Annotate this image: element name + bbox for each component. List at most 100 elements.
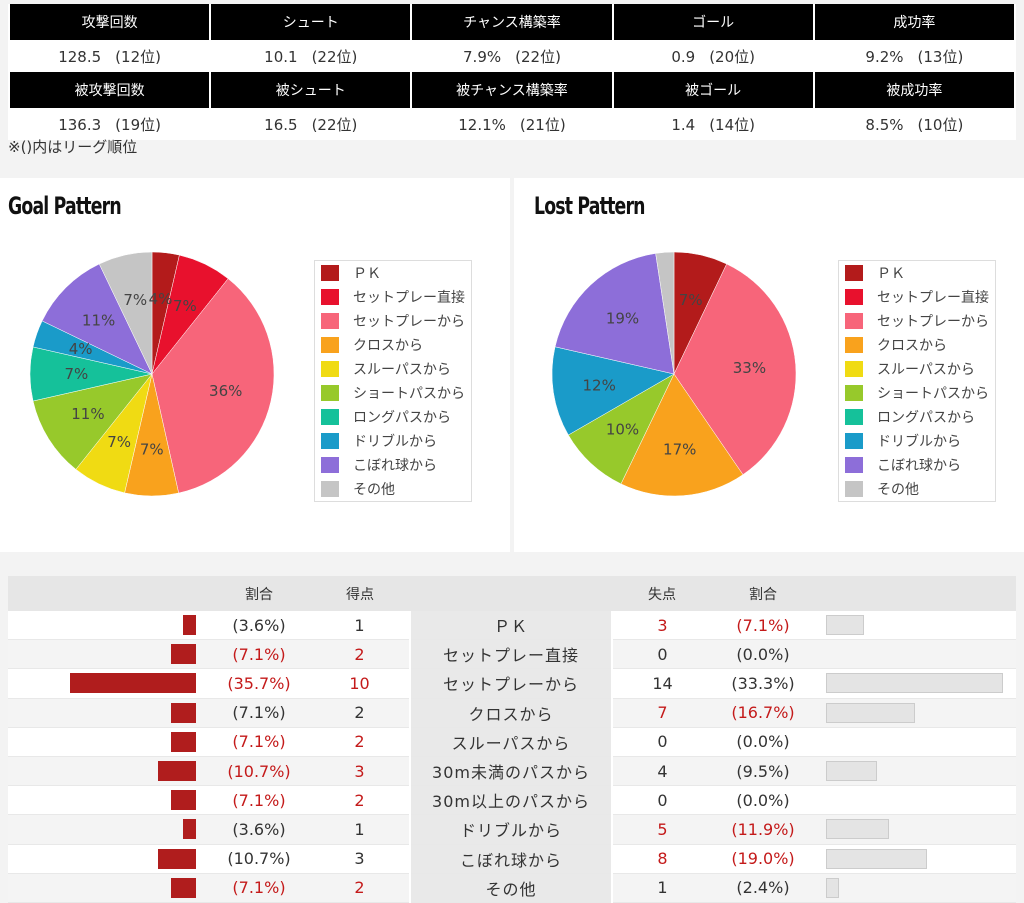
stat-number: 12.1%	[458, 115, 506, 134]
pattern-label: クロスから	[409, 698, 613, 728]
stat-rank: (22位)	[311, 115, 358, 134]
legend-swatch	[321, 337, 339, 353]
rank-note: ※()内はリーグ順位	[8, 138, 138, 156]
conceded-bar	[826, 760, 877, 781]
stats-table: 攻撃回数 シュート チャンス構築率 ゴール 成功率 128.5 (12位) 10.1 (22位…	[7, 4, 1017, 140]
conceded-pct: (11.9%)	[712, 814, 814, 845]
stat-rank: (19位)	[115, 115, 161, 134]
goals-bar-cell	[8, 785, 208, 816]
legend-label: ロングパスから	[353, 410, 451, 426]
conceded-pct: (33.3%)	[712, 668, 814, 699]
conceded-count: 3	[612, 611, 712, 641]
goals-pct: (7.1%)	[208, 698, 310, 728]
legend-item: ショートパスから	[839, 381, 995, 405]
stats-value: 16.5 (22位)	[210, 108, 412, 140]
goal-pattern-title: Goal Pattern	[8, 192, 122, 220]
goals-bar	[70, 673, 196, 694]
conceded-bar-cell	[814, 611, 1016, 641]
goals-pct: (7.1%)	[208, 785, 310, 816]
legend-swatch	[321, 361, 339, 377]
pie-label: 7%	[107, 433, 131, 451]
legend-swatch	[321, 433, 339, 449]
goals-count: 2	[310, 698, 410, 728]
stats-header: シュート	[209, 4, 413, 40]
goals-count: 2	[310, 873, 410, 903]
legend-item: クロスから	[315, 333, 471, 357]
conceded-bar-cell	[814, 844, 1016, 874]
stat-rank: (12位)	[115, 47, 161, 66]
legend-label: その他	[877, 482, 919, 498]
legend-label: ＰＫ	[353, 266, 381, 282]
stat-number: 0.9	[671, 47, 696, 66]
goals-bar	[170, 644, 196, 665]
pattern-label: 30m以上のパスから	[409, 785, 613, 816]
legend-item: ドリブルから	[315, 429, 471, 453]
conceded-count: 5	[612, 814, 712, 845]
legend-label: スルーパスから	[353, 362, 451, 378]
conceded-count: 1	[612, 873, 712, 903]
comparison-header-cell: 失点	[612, 576, 712, 611]
conceded-pct: (16.7%)	[712, 698, 814, 728]
legend-label: こぼれ球から	[877, 458, 961, 474]
pie-label: 11%	[71, 405, 104, 423]
legend-label: スルーパスから	[877, 362, 975, 378]
legend-label: セットプレー直接	[353, 290, 465, 306]
conceded-bar-cell	[814, 756, 1016, 787]
comparison-header-cell: 割合	[712, 576, 814, 611]
legend-swatch	[845, 433, 863, 449]
legend-swatch	[845, 385, 863, 401]
legend-swatch	[321, 385, 339, 401]
legend-swatch	[845, 265, 863, 281]
legend-swatch	[321, 457, 339, 473]
legend-swatch	[845, 361, 863, 377]
conceded-bar-cell	[814, 873, 1016, 903]
legend-swatch	[321, 481, 339, 497]
stats-value: 9.2% (13位)	[813, 40, 1015, 72]
legend-swatch	[321, 289, 339, 305]
conceded-pct: (0.0%)	[712, 785, 814, 816]
goals-pct: (7.1%)	[208, 873, 310, 903]
pie-label: 33%	[733, 359, 766, 377]
conceded-pct: (7.1%)	[712, 611, 814, 641]
pattern-label: ドリブルから	[409, 814, 613, 845]
conceded-count: 4	[612, 756, 712, 787]
comparison-header-cell	[814, 576, 1016, 611]
legend-item: ＰＫ	[839, 261, 995, 285]
stats-header: 被チャンス構築率	[410, 72, 614, 108]
stat-number: 10.1	[264, 47, 298, 66]
legend-label: ショートパスから	[877, 386, 989, 402]
legend-item: ロングパスから	[315, 405, 471, 429]
stats-header-row-2: 被攻撃回数 被シュート 被チャンス構築率 被ゴール 被成功率	[7, 72, 1017, 108]
comparison-header-cell	[410, 576, 612, 611]
goal-pattern-legend: ＰＫ セットプレー直接 セットプレーから クロスから スルーパスから ショートパスから ロン…	[314, 260, 472, 502]
pie-slice	[655, 251, 675, 375]
conceded-bar-cell	[814, 785, 1016, 816]
goal-pattern-pie: 4% 7%36%7%7%11%7%4%11%7%	[29, 251, 275, 497]
pie-slice	[151, 278, 275, 494]
pie-label: 7%	[173, 297, 197, 315]
comparison-row: (3.6%) 1 ＰＫ 3 (7.1%)	[8, 611, 1016, 641]
pie-label: 7%	[123, 291, 147, 309]
legend-item: セットプレー直接	[315, 285, 471, 309]
comparison-row: (10.7%) 3 こぼれ球から 8 (19.0%)	[8, 844, 1016, 874]
pie-slice	[98, 251, 153, 375]
legend-label: ショートパスから	[353, 386, 465, 402]
comparison-header-cell	[8, 576, 208, 611]
stat-number: 7.9%	[463, 47, 502, 66]
stat-rank: (10位)	[917, 115, 964, 134]
conceded-bar	[826, 615, 864, 635]
stats-header: 攻撃回数	[7, 4, 212, 40]
pie-label: 11%	[82, 311, 115, 329]
goals-count: 2	[310, 639, 410, 670]
conceded-bar	[826, 848, 928, 869]
stat-rank: (22位)	[311, 47, 358, 66]
conceded-pct: (0.0%)	[712, 727, 814, 757]
stat-number: 1.4	[671, 115, 696, 134]
pie-label: 7%	[140, 441, 164, 459]
goals-bar	[170, 790, 196, 811]
goals-bar	[183, 615, 196, 635]
pattern-label: こぼれ球から	[409, 844, 613, 874]
goals-bar	[170, 731, 196, 752]
stat-number: 8.5%	[865, 115, 904, 134]
conceded-count: 0	[612, 727, 712, 757]
